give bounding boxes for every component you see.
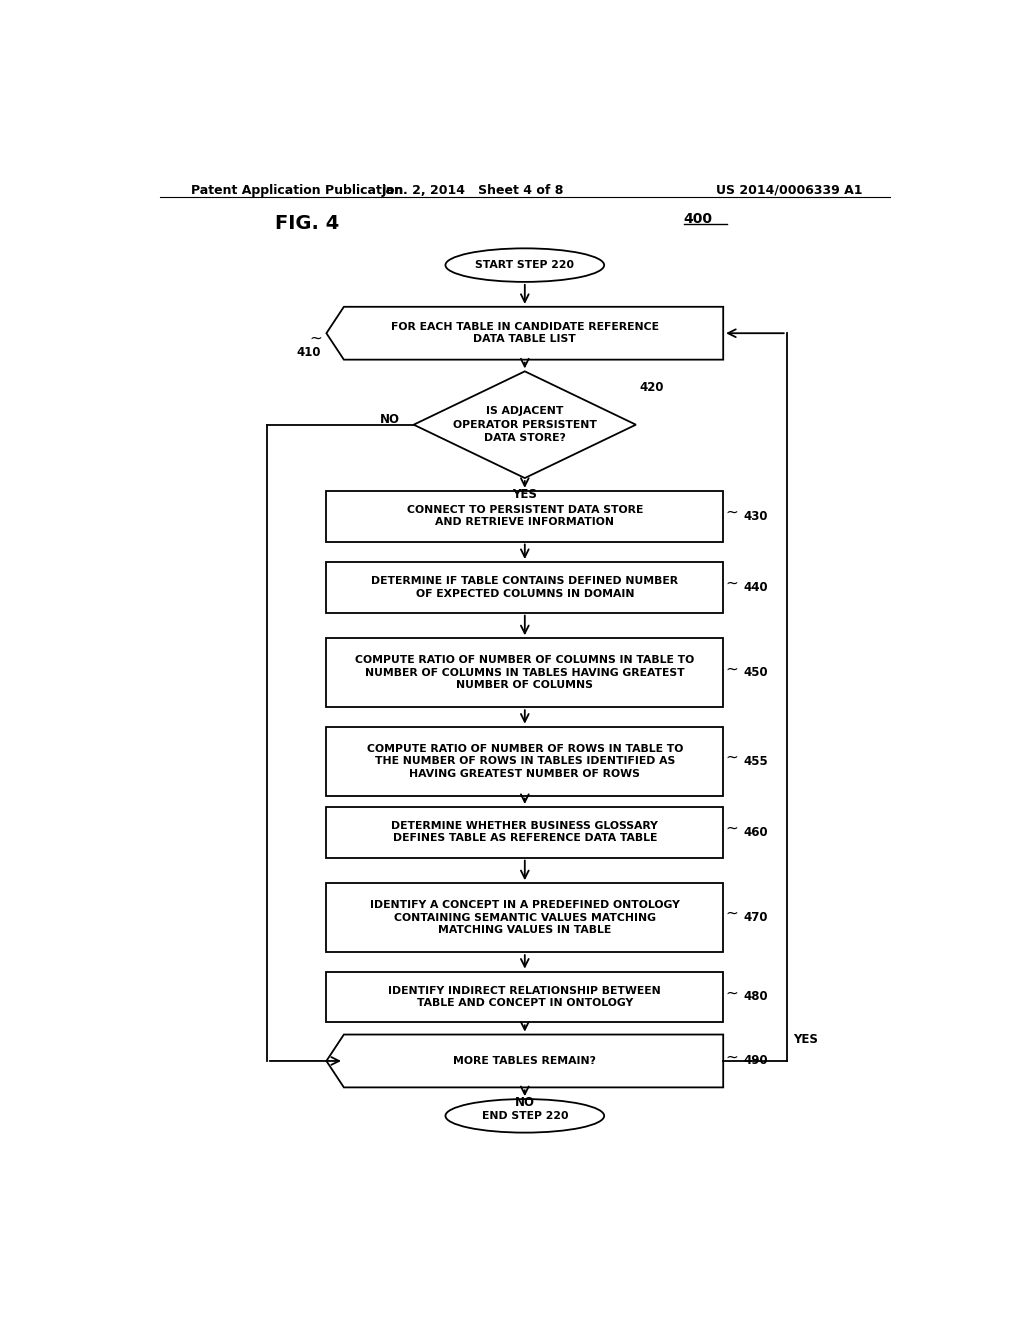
Bar bbox=[327, 883, 723, 952]
Text: 430: 430 bbox=[743, 510, 768, 523]
Text: 460: 460 bbox=[743, 826, 768, 838]
Bar bbox=[327, 807, 723, 858]
Text: START STEP 220: START STEP 220 bbox=[475, 260, 574, 271]
Text: IDENTIFY A CONCEPT IN A PREDEFINED ONTOLOGY
CONTAINING SEMANTIC VALUES MATCHING
: IDENTIFY A CONCEPT IN A PREDEFINED ONTOL… bbox=[370, 900, 680, 935]
Bar bbox=[327, 562, 723, 612]
Text: 410: 410 bbox=[296, 346, 321, 359]
Text: DETERMINE WHETHER BUSINESS GLOSSARY
DEFINES TABLE AS REFERENCE DATA TABLE: DETERMINE WHETHER BUSINESS GLOSSARY DEFI… bbox=[391, 821, 658, 843]
Text: ~: ~ bbox=[726, 821, 738, 836]
Text: FIG. 4: FIG. 4 bbox=[274, 214, 339, 234]
Text: MORE TABLES REMAIN?: MORE TABLES REMAIN? bbox=[454, 1056, 596, 1067]
Text: COMPUTE RATIO OF NUMBER OF COLUMNS IN TABLE TO
NUMBER OF COLUMNS IN TABLES HAVIN: COMPUTE RATIO OF NUMBER OF COLUMNS IN TA… bbox=[355, 655, 694, 690]
Bar bbox=[327, 726, 723, 796]
Text: 450: 450 bbox=[743, 667, 768, 680]
Text: US 2014/0006339 A1: US 2014/0006339 A1 bbox=[716, 183, 862, 197]
Text: 455: 455 bbox=[743, 755, 768, 768]
Text: YES: YES bbox=[512, 488, 538, 502]
Text: 400: 400 bbox=[684, 213, 713, 226]
Text: FOR EACH TABLE IN CANDIDATE REFERENCE
DATA TABLE LIST: FOR EACH TABLE IN CANDIDATE REFERENCE DA… bbox=[391, 322, 658, 345]
Bar bbox=[327, 638, 723, 708]
Text: Jan. 2, 2014   Sheet 4 of 8: Jan. 2, 2014 Sheet 4 of 8 bbox=[382, 183, 564, 197]
Text: Patent Application Publication: Patent Application Publication bbox=[191, 183, 403, 197]
Text: NO: NO bbox=[380, 413, 399, 426]
Text: 480: 480 bbox=[743, 990, 768, 1003]
Text: 420: 420 bbox=[640, 381, 665, 393]
Text: NO: NO bbox=[515, 1096, 535, 1109]
Text: END STEP 220: END STEP 220 bbox=[481, 1111, 568, 1121]
Text: ~: ~ bbox=[726, 576, 738, 591]
Text: DETERMINE IF TABLE CONTAINS DEFINED NUMBER
OF EXPECTED COLUMNS IN DOMAIN: DETERMINE IF TABLE CONTAINS DEFINED NUMB… bbox=[372, 576, 678, 598]
Text: CONNECT TO PERSISTENT DATA STORE
AND RETRIEVE INFORMATION: CONNECT TO PERSISTENT DATA STORE AND RET… bbox=[407, 506, 643, 528]
Text: ~: ~ bbox=[726, 504, 738, 520]
Text: ~: ~ bbox=[726, 985, 738, 1001]
Text: 440: 440 bbox=[743, 581, 768, 594]
Text: YES: YES bbox=[793, 1032, 818, 1045]
Text: ~: ~ bbox=[726, 661, 738, 676]
Text: ~: ~ bbox=[726, 906, 738, 921]
Text: COMPUTE RATIO OF NUMBER OF ROWS IN TABLE TO
THE NUMBER OF ROWS IN TABLES IDENTIF: COMPUTE RATIO OF NUMBER OF ROWS IN TABLE… bbox=[367, 743, 683, 779]
Text: IS ADJACENT
OPERATOR PERSISTENT
DATA STORE?: IS ADJACENT OPERATOR PERSISTENT DATA STO… bbox=[453, 407, 597, 444]
Text: ~: ~ bbox=[726, 750, 738, 764]
Bar bbox=[327, 491, 723, 541]
Text: 470: 470 bbox=[743, 911, 768, 924]
Text: 490: 490 bbox=[743, 1055, 768, 1068]
Text: ~: ~ bbox=[726, 1049, 738, 1064]
Text: ~: ~ bbox=[309, 331, 323, 346]
Bar bbox=[327, 972, 723, 1022]
Text: IDENTIFY INDIRECT RELATIONSHIP BETWEEN
TABLE AND CONCEPT IN ONTOLOGY: IDENTIFY INDIRECT RELATIONSHIP BETWEEN T… bbox=[388, 986, 662, 1008]
